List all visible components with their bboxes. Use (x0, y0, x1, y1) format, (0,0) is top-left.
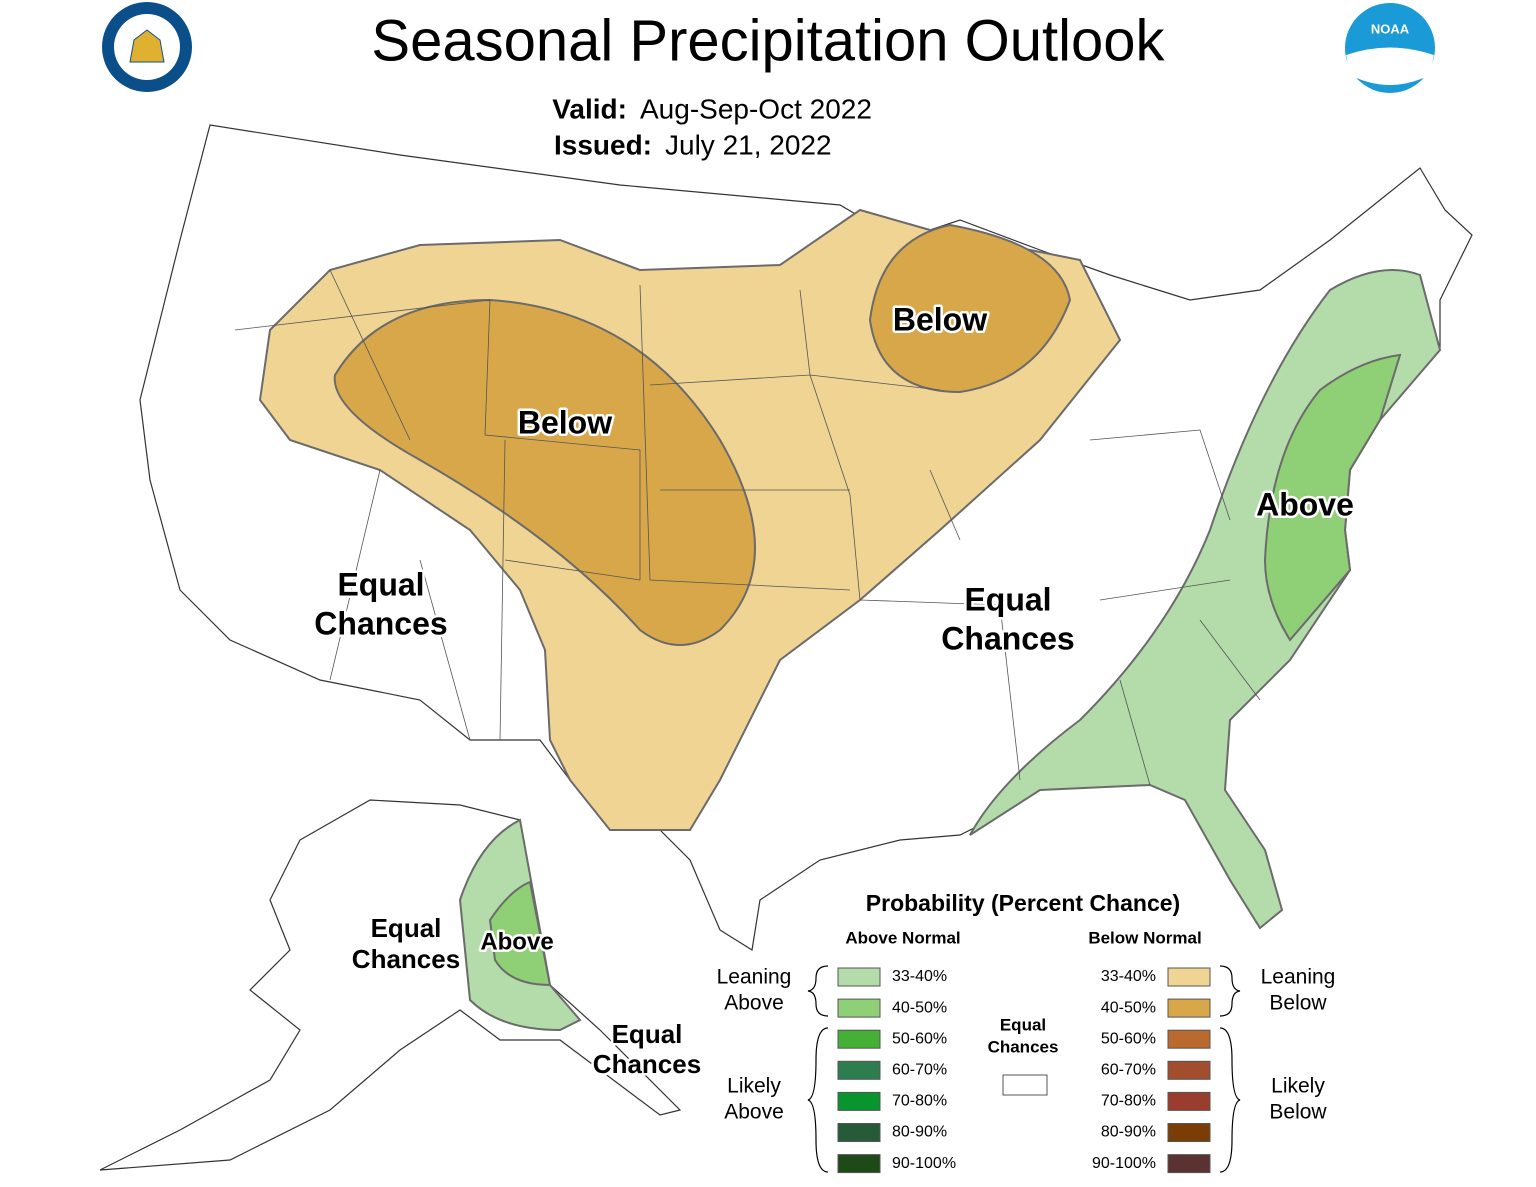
above-region-east (1263, 353, 1402, 642)
above-header: Above Normal (845, 928, 960, 947)
legend-group: Below (1269, 1101, 1327, 1124)
region-label: Above (480, 928, 553, 955)
region-label: Equal (337, 566, 424, 602)
legend-label: 70-80% (892, 1093, 947, 1110)
legend: Probability (Percent Chance) Above Normal… (717, 890, 1336, 1174)
legend-swatch (837, 967, 881, 987)
legend-swatch (837, 1123, 881, 1142)
legend-group: Above (724, 1101, 784, 1124)
legend-group: Leaning (1261, 966, 1336, 989)
legend-label: 60-70% (1101, 1062, 1156, 1079)
legend-label: 70-80% (1101, 1093, 1156, 1110)
logo-text: NOAA (1371, 21, 1410, 36)
legend-swatch (1167, 1154, 1211, 1174)
region-label: Above (1256, 486, 1354, 522)
legend-swatch (1167, 1091, 1211, 1111)
alaska-above (488, 880, 552, 987)
legend-swatch (1167, 1123, 1211, 1142)
legend-group: Above (724, 992, 784, 1015)
region-label: Chances (352, 944, 460, 974)
legend-label: 80-90% (1101, 1124, 1156, 1141)
title: Seasonal Precipitation Outlook (371, 8, 1165, 73)
region-label: Chances (941, 620, 1074, 656)
below-header: Below Normal (1088, 928, 1201, 947)
valid-label: Valid: (552, 93, 627, 124)
brace (807, 965, 829, 1017)
issued-date: July 21, 2022 (665, 129, 832, 160)
legend-label: 80-90% (892, 1124, 947, 1141)
legend-swatch (1167, 1029, 1211, 1049)
legend-swatch (1167, 1060, 1211, 1080)
legend-label: 50-60% (1101, 1030, 1156, 1047)
legend-group: Leaning (717, 966, 792, 989)
legend-title: Probability (Percent Chance) (866, 890, 1180, 916)
brace (1219, 1027, 1241, 1173)
legend-swatch (1167, 967, 1211, 987)
region-label: Chances (314, 605, 447, 641)
legend-label: 90-100% (892, 1155, 956, 1172)
brace (1219, 965, 1241, 1017)
region-label: Below (518, 404, 612, 440)
legend-label: 90-100% (1092, 1155, 1156, 1172)
region-label: Equal (612, 1019, 683, 1049)
legend-group: Likely (1271, 1075, 1325, 1098)
noaa-logo: NOAA (1345, 3, 1435, 93)
legend-label: 50-60% (892, 1030, 947, 1047)
map-labels: BelowBelowAboveEqualChancesEqualChancesE… (312, 299, 1357, 1081)
equal-chances-swatch (1002, 1074, 1048, 1096)
state-borders (234, 269, 1261, 786)
legend-equal-chances: Equal (1000, 1015, 1046, 1034)
legend-equal-chances: Chances (988, 1037, 1059, 1056)
legend-group: Likely (727, 1075, 781, 1098)
legend-swatch (837, 1060, 881, 1080)
legend-swatch (837, 1091, 881, 1111)
brace (807, 1027, 829, 1173)
legend-swatch (837, 1029, 881, 1049)
issued-label: Issued: (554, 129, 652, 160)
region-label: Equal (371, 913, 442, 943)
below-region-wisconsin (868, 223, 1072, 394)
legend-label: 60-70% (892, 1062, 947, 1079)
legend-group: Below (1269, 992, 1327, 1015)
commerce-seal (102, 2, 192, 92)
legend-label: 40-50% (892, 999, 947, 1016)
legend-swatch (1167, 998, 1211, 1018)
legend-label: 33-40% (892, 968, 947, 985)
legend-label: 40-50% (1101, 999, 1156, 1016)
region-label: Below (893, 301, 987, 337)
legend-label: 33-40% (1101, 968, 1156, 985)
region-label: Chances (593, 1049, 701, 1079)
region-label: Equal (964, 581, 1051, 617)
legend-swatch (837, 1154, 881, 1174)
alaska-outline (99, 799, 682, 1171)
valid-period: Aug-Sep-Oct 2022 (640, 93, 872, 124)
legend-swatch (837, 998, 881, 1018)
